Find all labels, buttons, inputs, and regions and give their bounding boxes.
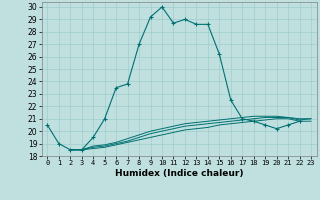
X-axis label: Humidex (Indice chaleur): Humidex (Indice chaleur) (115, 169, 244, 178)
